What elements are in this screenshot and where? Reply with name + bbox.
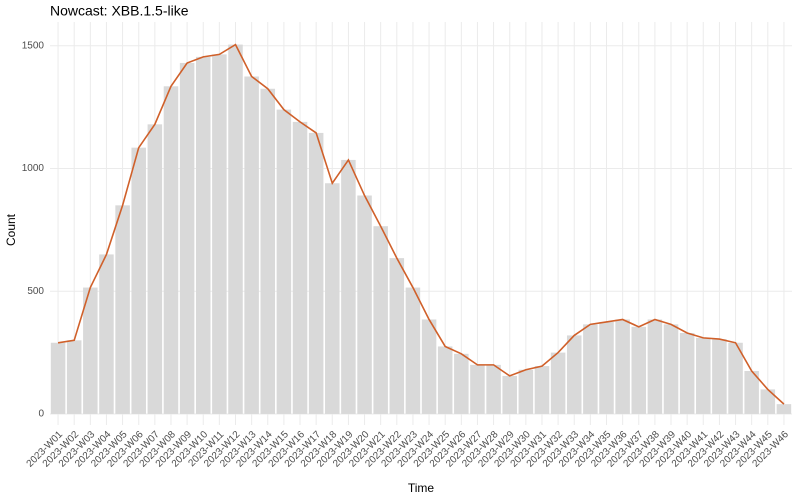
- bar: [292, 121, 308, 414]
- bar: [341, 159, 356, 414]
- bar: [83, 287, 98, 414]
- chart-title: Nowcast: XBB.1.5-like: [50, 3, 189, 19]
- bar: [712, 339, 727, 414]
- bar: [228, 44, 243, 414]
- bar: [244, 76, 259, 414]
- bar: [389, 258, 405, 414]
- bar: [421, 319, 437, 414]
- bar: [276, 109, 292, 414]
- bar: [663, 324, 679, 414]
- bar: [179, 62, 195, 414]
- bar: [502, 375, 517, 414]
- bar: [486, 364, 501, 414]
- bar: [212, 54, 227, 414]
- line: [57, 43, 785, 405]
- bar: [373, 226, 388, 414]
- y-tick-label: 1500: [22, 40, 45, 51]
- bar: [115, 205, 130, 414]
- bar: [454, 353, 469, 414]
- bar: [308, 132, 324, 414]
- bar: [615, 319, 630, 414]
- bar: [470, 364, 485, 414]
- bar: [744, 371, 759, 414]
- bar: [325, 183, 340, 414]
- bar: [550, 352, 566, 414]
- bar: [163, 86, 179, 414]
- bar: [583, 324, 598, 414]
- bar: [776, 404, 792, 414]
- bar: [647, 319, 663, 414]
- bar: [195, 56, 211, 414]
- bar: [518, 369, 534, 414]
- bar: [760, 389, 776, 414]
- y-tick-label: 0: [38, 409, 44, 420]
- bar: [534, 366, 550, 414]
- bar: [631, 326, 647, 414]
- bar: [260, 88, 276, 414]
- bar: [131, 147, 146, 414]
- bar: [50, 342, 66, 414]
- y-tick-label: 500: [27, 286, 44, 297]
- bar: [405, 287, 421, 414]
- bar: [679, 332, 695, 414]
- bar: [357, 195, 372, 414]
- bar: [566, 335, 582, 414]
- bar: [147, 124, 163, 414]
- bar: [437, 346, 453, 414]
- bar: [99, 254, 114, 414]
- bar: [599, 321, 614, 414]
- x-axis-title: Time: [408, 481, 435, 495]
- bar: [696, 337, 711, 414]
- y-axis-title: Count: [4, 213, 18, 246]
- bar: [728, 342, 743, 414]
- y-tick-label: 1000: [22, 163, 45, 174]
- bar: [66, 340, 82, 414]
